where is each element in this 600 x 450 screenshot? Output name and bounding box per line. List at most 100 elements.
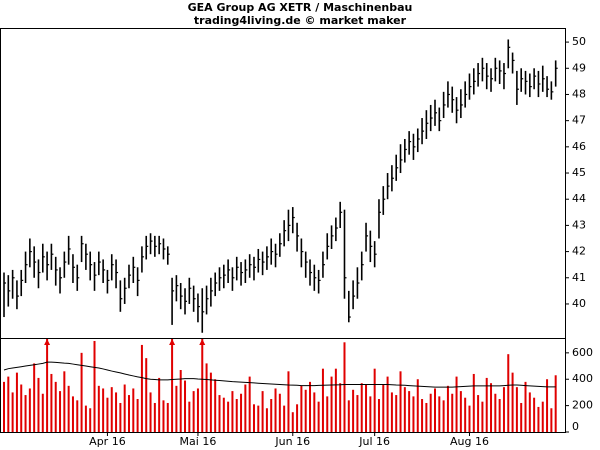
- overflow-arrow: [199, 339, 206, 345]
- volume-bar: [179, 370, 182, 432]
- y-tick-label: 42: [572, 245, 586, 258]
- volume-bar: [412, 396, 415, 432]
- volume-bar: [110, 387, 113, 432]
- volume-bar: [425, 402, 428, 432]
- volume-bar: [184, 380, 187, 432]
- volume-bar: [300, 385, 303, 432]
- x-tick-label: Jul 16: [358, 435, 390, 448]
- volume-bar: [408, 391, 411, 432]
- volume-bar: [209, 372, 212, 432]
- volume-bar: [524, 381, 527, 432]
- volume-bar: [24, 395, 27, 432]
- volume-bar: [347, 400, 350, 432]
- volume-bar: [196, 388, 199, 432]
- volume-bar: [97, 385, 100, 432]
- volume-bar: [270, 399, 273, 432]
- volume-bar: [140, 344, 143, 432]
- volume-bar: [63, 371, 66, 432]
- volume-bar: [80, 352, 83, 432]
- volume-bar: [71, 396, 74, 432]
- volume-bar: [119, 402, 122, 432]
- volume-bar: [218, 395, 221, 432]
- volume-bar: [309, 381, 312, 432]
- volume-bar: [459, 391, 462, 432]
- volume-bar: [205, 363, 208, 432]
- volume-bar: [283, 405, 286, 432]
- chart-title: GEA Group AG XETR / Maschinenbau: [188, 1, 413, 14]
- y-tick-label: 50: [572, 35, 586, 48]
- volume-bar: [477, 395, 480, 432]
- volume-bar: [33, 363, 36, 432]
- volume-bar: [485, 377, 488, 432]
- volume-bar: [235, 399, 238, 432]
- volume-bar: [162, 400, 165, 432]
- volume-bar: [20, 384, 23, 432]
- volume-bar: [528, 392, 531, 432]
- volume-bar: [369, 396, 372, 432]
- volume-bar: [472, 373, 475, 432]
- volume-bar: [455, 376, 458, 432]
- volume-bar: [546, 379, 549, 432]
- volume-bar: [464, 397, 467, 432]
- y-tick-label: 46: [572, 140, 586, 153]
- x-tick-label: Mai 16: [180, 435, 217, 448]
- volume-bar: [494, 393, 497, 432]
- volume-bar: [468, 405, 471, 432]
- volume-bar: [537, 406, 540, 432]
- x-tick-label: Aug 16: [450, 435, 489, 448]
- overflow-arrow: [44, 339, 51, 345]
- volume-bar: [365, 384, 368, 432]
- volume-bar: [7, 376, 10, 432]
- volume-bar: [429, 393, 432, 432]
- volume-bar: [123, 384, 126, 432]
- volume-bar: [352, 389, 355, 432]
- volume-bar: [554, 375, 557, 432]
- volume-bar: [50, 373, 53, 432]
- volume-bar: [37, 377, 40, 432]
- y-tick-label: 200: [572, 399, 593, 412]
- volume-bar: [201, 339, 204, 432]
- volume-bar: [550, 408, 553, 432]
- volume-bar: [291, 412, 294, 432]
- volume-bar: [390, 392, 393, 432]
- volume-bar: [136, 399, 139, 432]
- volume-bar: [520, 402, 523, 432]
- volume-bar: [127, 395, 130, 432]
- average-line: [3, 361, 556, 388]
- volume-bar: [541, 401, 544, 432]
- volume-bar: [416, 379, 419, 432]
- y-tick-label: 47: [572, 114, 586, 127]
- y-tick-label: 49: [572, 61, 586, 74]
- volume-bar: [386, 376, 389, 432]
- volume-bar: [321, 368, 324, 432]
- volume-bar: [222, 397, 225, 432]
- volume-bar: [227, 401, 230, 432]
- volume-bar: [434, 388, 436, 432]
- y-tick-label: 44: [572, 192, 586, 205]
- volume-bar: [59, 391, 62, 432]
- volume-panel: [0, 338, 566, 433]
- volume-bar: [257, 405, 260, 432]
- x-tick-label: Apr 16: [89, 435, 126, 448]
- volume-bar: [132, 388, 135, 432]
- y-tick-label: 45: [572, 166, 586, 179]
- volume-bar: [248, 376, 251, 432]
- y-tick-label: 40: [572, 297, 586, 310]
- volume-bar: [382, 384, 385, 432]
- volume-bar: [490, 383, 493, 432]
- volume-bar: [377, 399, 380, 432]
- volume-bar: [451, 393, 454, 432]
- volume-bar: [334, 368, 337, 432]
- volume-bar: [399, 371, 402, 432]
- volume-bar: [252, 404, 255, 432]
- volume-bar: [265, 408, 268, 432]
- volume-bar: [403, 387, 406, 432]
- volume-bar: [442, 400, 445, 432]
- volume-bar: [438, 396, 441, 432]
- volume-bar: [240, 393, 243, 432]
- y-tick-label: 400: [572, 372, 593, 385]
- volume-bar: [188, 401, 191, 432]
- volume-bar: [41, 393, 44, 432]
- price-panel: [0, 28, 566, 339]
